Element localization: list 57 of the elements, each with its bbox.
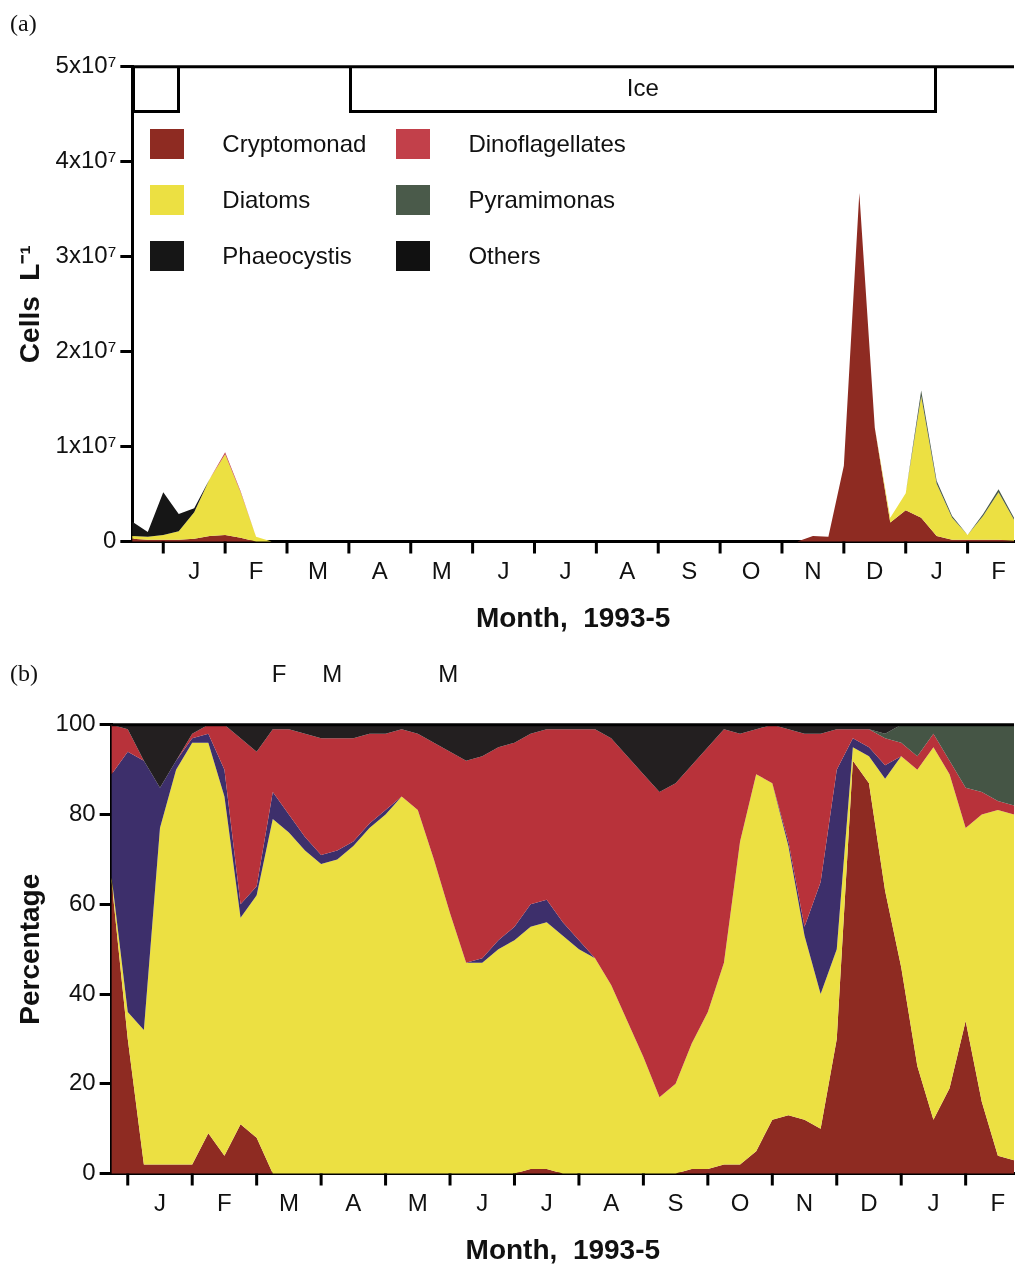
y-axis-title: Percentage bbox=[13, 873, 45, 1025]
x-tick-label: F bbox=[991, 556, 1006, 584]
y-tick-label: 20 bbox=[68, 1068, 96, 1096]
x-tick-label: J bbox=[927, 1188, 940, 1216]
x-tick-label: M bbox=[307, 556, 328, 584]
x-axis-title: Month, 1993-5 bbox=[475, 601, 671, 633]
x-tick-label: N bbox=[804, 556, 822, 584]
y-tick-label: 0 bbox=[82, 1158, 96, 1186]
y-tick-label: 80 bbox=[68, 799, 96, 827]
x-tick-label: J bbox=[540, 1188, 553, 1216]
x-tick-label: A bbox=[371, 556, 388, 584]
legend-label: Cryptomonad bbox=[222, 129, 367, 158]
chart-title: (a) bbox=[10, 9, 37, 36]
text: M bbox=[438, 660, 459, 688]
y-tick-label: 100 bbox=[55, 709, 96, 737]
x-tick-label: F bbox=[217, 1188, 232, 1216]
legend-label: Pyramimonas bbox=[468, 185, 616, 214]
x-tick-label: N bbox=[795, 1188, 814, 1216]
y-tick-label: 0 bbox=[102, 526, 117, 554]
x-tick-label: F bbox=[990, 1188, 1006, 1216]
x-tick-label: M bbox=[407, 1188, 428, 1216]
x-tick-label: O bbox=[741, 556, 761, 584]
x-tick-label: D bbox=[860, 1188, 878, 1216]
x-tick-label: A bbox=[603, 1188, 620, 1216]
y-tick-label: 5x10⁷ bbox=[55, 51, 117, 79]
y-tick-label: 4x10⁷ bbox=[55, 146, 117, 174]
text: M bbox=[322, 660, 343, 688]
text: F bbox=[271, 660, 287, 688]
x-tick-label: A bbox=[345, 1188, 362, 1216]
x-tick-label: J bbox=[497, 556, 510, 584]
legend-label: Diatoms bbox=[222, 185, 311, 214]
ice-cover-box: Ice bbox=[348, 66, 937, 113]
x-tick-label: J bbox=[930, 556, 943, 584]
legend-label: Dinoflagellates bbox=[468, 129, 626, 158]
y-tick-label: 40 bbox=[68, 978, 96, 1006]
y-tick-label: 1x10⁷ bbox=[55, 431, 117, 459]
x-tick-label: A bbox=[619, 556, 636, 584]
x-tick-label: M bbox=[278, 1188, 299, 1216]
x-tick-label: J bbox=[476, 1188, 489, 1216]
y-tick-label: 60 bbox=[68, 888, 96, 916]
y-axis-title: Cells L⁻¹ bbox=[13, 245, 45, 364]
x-tick-label: D bbox=[866, 556, 884, 584]
x-tick-label: J bbox=[153, 1188, 166, 1216]
x-tick-label: S bbox=[667, 1188, 684, 1216]
y-tick-label: 2x10⁷ bbox=[55, 336, 117, 364]
x-axis-title: Month, 1993-5 bbox=[465, 1233, 661, 1265]
chart-title: (b) bbox=[10, 659, 38, 686]
x-tick-label: S bbox=[681, 556, 698, 584]
legend-label: Phaeocystis bbox=[222, 241, 352, 270]
legend-label: Others bbox=[468, 241, 541, 270]
x-tick-label: J bbox=[188, 556, 201, 584]
y-tick-label: 3x10⁷ bbox=[55, 241, 117, 269]
x-tick-label: F bbox=[248, 556, 264, 584]
annotation: Ice bbox=[626, 74, 659, 103]
x-tick-label: M bbox=[431, 556, 452, 584]
x-tick-label: O bbox=[730, 1188, 750, 1216]
x-tick-label: J bbox=[559, 556, 572, 584]
